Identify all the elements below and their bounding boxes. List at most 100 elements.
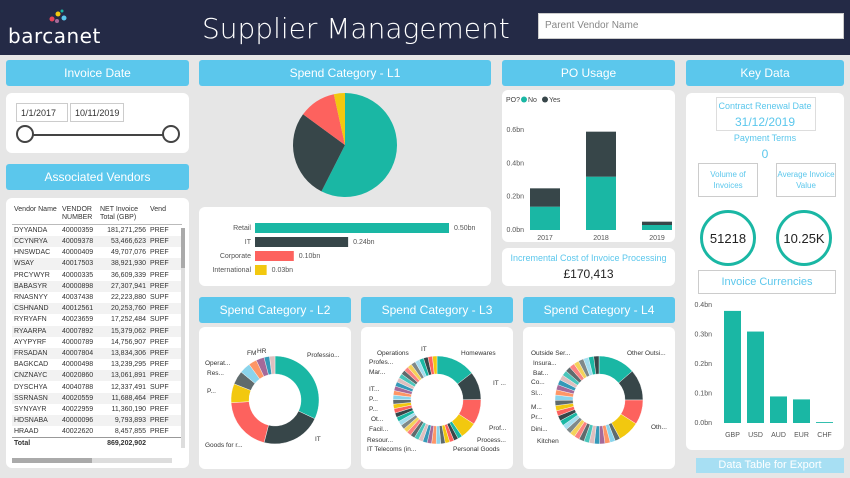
donut-segment[interactable]	[432, 355, 438, 375]
po-usage-chart[interactable]: PO? No Yes 0.6bn 0.4bn 0.2bn 0.0bn 2017 2018 2019	[502, 90, 675, 242]
table-cell: PREF	[148, 325, 182, 337]
bar[interactable]	[255, 237, 349, 247]
vendors-table[interactable]: Vendor Name VENDOR NUMBER NET Invoice To…	[12, 204, 182, 450]
y-tick-label: 0.0bn	[506, 227, 524, 234]
col-vendor-name[interactable]: Vendor Name	[12, 204, 60, 225]
pie-slice[interactable]	[303, 94, 345, 145]
donut-label: Operations	[377, 350, 410, 357]
table-row[interactable]: RNASNYY 40037438 22,223,880 SUPF	[12, 292, 182, 303]
table-row[interactable]: WSAY 40017503 38,921,930 PREF	[12, 258, 182, 270]
pie-slice[interactable]	[293, 114, 345, 192]
spend-l4-donut-chart[interactable]: Outside Ser... Insura... Bat... Co... Sl... M…	[523, 327, 675, 469]
donut-label: Homewares	[461, 350, 496, 357]
currency-bar[interactable]	[816, 422, 833, 423]
table-cell: 40000898	[60, 280, 98, 292]
spend-l2-header: Spend Category - L2	[199, 297, 351, 323]
date-slider-start-handle[interactable]	[16, 125, 34, 143]
table-cell: AYYPYRF	[14, 338, 47, 346]
average-invoice-value-label: Average Invoice Value	[776, 163, 836, 197]
donut-segment[interactable]	[274, 355, 320, 420]
table-cell: BABASYR	[12, 280, 60, 292]
table-row[interactable]: CCYNRYA 40009378 53,466,623 PREF	[12, 236, 182, 248]
table-row[interactable]: SSRNASN 40020559 11,688,464 PREF	[12, 392, 182, 404]
spend-l1-pie-chart[interactable]	[290, 90, 400, 200]
bar-yes[interactable]	[642, 221, 672, 225]
currency-bar[interactable]	[747, 331, 764, 423]
po-usage-card: PO? No Yes 0.6bn 0.4bn 0.2bn 0.0bn 2017 2018 2019	[502, 90, 675, 242]
date-slider-end-handle[interactable]	[162, 125, 180, 143]
table-row[interactable]: RYAARPA 40007892 15,379,062 PREF	[12, 325, 182, 337]
bar-value-label: 0.24bn	[353, 239, 375, 246]
table-row[interactable]: PRCYWYR 40000335 36,609,339 PREF	[12, 270, 182, 281]
donut-segment[interactable]	[593, 355, 600, 375]
bar-no[interactable]	[642, 225, 672, 230]
y-tick-label: 0.4bn	[506, 160, 524, 167]
bar-no[interactable]	[586, 176, 616, 230]
y-tick-label: 0.1bn	[694, 391, 712, 398]
table-row[interactable]: HDSNABA 40000096 9,793,893 PREF	[12, 415, 182, 427]
bar-no[interactable]	[530, 206, 560, 230]
table-row[interactable]: HRAAD 40022620 8,457,855 PREF	[12, 426, 182, 438]
col-net-invoice-total[interactable]: NET Invoice Total (GBP)	[98, 204, 148, 225]
pie-slice[interactable]	[321, 93, 397, 197]
bar-value-label: 0.10bn	[299, 253, 321, 260]
table-cell: HRAAD	[14, 428, 39, 436]
table-row[interactable]: AYYPYRF 40000789 14,756,907 PREF	[12, 337, 182, 348]
table-cell: HNSWDAC	[14, 249, 51, 257]
spend-l2-donut-chart[interactable]: FM HR Professio... Operat... Res... P... Goods…	[199, 327, 351, 469]
donut-segment[interactable]	[269, 355, 276, 375]
data-table-export-button[interactable]: Data Table for Export	[696, 458, 844, 473]
bar[interactable]	[255, 265, 267, 275]
bar-yes[interactable]	[530, 188, 560, 207]
invoice-currencies-chart[interactable]: 0.4bn 0.3bn 0.2bn 0.1bn 0.0bn GBP USD AUD EUR CHF	[686, 297, 844, 447]
payment-terms-label: Payment Terms	[733, 133, 797, 143]
date-slider-track[interactable]	[24, 134, 172, 136]
table-row[interactable]: DYSCHYA 40040788 12,337,491 SUPF	[12, 381, 182, 392]
currency-bar[interactable]	[793, 399, 810, 423]
bar[interactable]	[255, 223, 449, 233]
table-row[interactable]: BABASYR 40000898 27,307,941 PREF	[12, 280, 182, 292]
donut-label: IT Telecoms (in...	[367, 446, 416, 453]
donut-label: Mar...	[369, 369, 385, 376]
table-cell: PREF	[150, 271, 169, 279]
invoice-currencies-title: Invoice Currencies	[698, 270, 836, 294]
donut-label: IT	[315, 436, 321, 443]
currency-bar[interactable]	[770, 396, 787, 423]
table-row[interactable]: FRSADAN 40007804 13,834,306 PREF	[12, 347, 182, 360]
bar[interactable]	[255, 251, 294, 261]
table-row[interactable]: HNSWDAC 40000409 49,707,076 PREF	[12, 247, 182, 258]
donut-label: IT ...	[493, 380, 506, 387]
table-cell: 11,688,464	[98, 392, 148, 404]
donut-label: IT	[421, 346, 427, 353]
donut-segment[interactable]	[230, 401, 269, 443]
legend-marker	[521, 96, 527, 103]
end-date-input[interactable]: 10/11/2019	[70, 103, 124, 122]
spend-l3-donut-chart[interactable]: Operations IT Homewares Profes... Mar... IT..…	[361, 327, 513, 469]
table-row[interactable]: CSHNAND 40012561 20,253,760 PREF	[12, 303, 182, 315]
parent-vendor-select[interactable]: Parent Vendor Name	[538, 13, 844, 39]
donut-label: Kitchen	[537, 438, 559, 445]
table-cell: 15,379,062	[98, 325, 148, 337]
table-row[interactable]: DYYANDA 40000359 181,271,256 PREF	[12, 225, 182, 237]
donut-segment[interactable]	[263, 410, 316, 445]
currency-bar[interactable]	[724, 310, 741, 423]
table-row[interactable]: RYRYAFN 40023659 17,252,484 SUPF	[12, 314, 182, 325]
table-row[interactable]: SYNYAYR 40022959 11,360,190 PREF	[12, 404, 182, 415]
table-row[interactable]: CNZNAYC 40020860 13,061,891 PREF	[12, 370, 182, 382]
table-cell: SUPF	[150, 294, 169, 302]
col-vend[interactable]: Vend	[148, 204, 182, 225]
spend-l4-header: Spend Category - L4	[523, 297, 675, 323]
bar-yes[interactable]	[586, 131, 616, 177]
table-vertical-scrollbar[interactable]	[181, 228, 185, 448]
table-row[interactable]: BAGKCAD 40000498 13,239,295 PREF	[12, 359, 182, 370]
pie-slice[interactable]	[333, 93, 345, 145]
table-cell: DYSCHYA	[14, 383, 48, 391]
bar-value-label: 0.50bn	[454, 225, 476, 232]
table-horizontal-scrollbar[interactable]	[12, 458, 172, 463]
start-date-input[interactable]: 1/1/2017	[16, 103, 68, 122]
spend-l1-bar-chart[interactable]: Retail 0.50bn IT 0.24bn Corporate 0.10bn Inter…	[199, 207, 491, 286]
associated-vendors-header: Associated Vendors	[6, 164, 189, 190]
table-cell: PREF	[148, 392, 182, 404]
barcanet-logo: barcanet	[8, 24, 101, 48]
col-vendor-number[interactable]: VENDOR NUMBER	[60, 204, 98, 225]
